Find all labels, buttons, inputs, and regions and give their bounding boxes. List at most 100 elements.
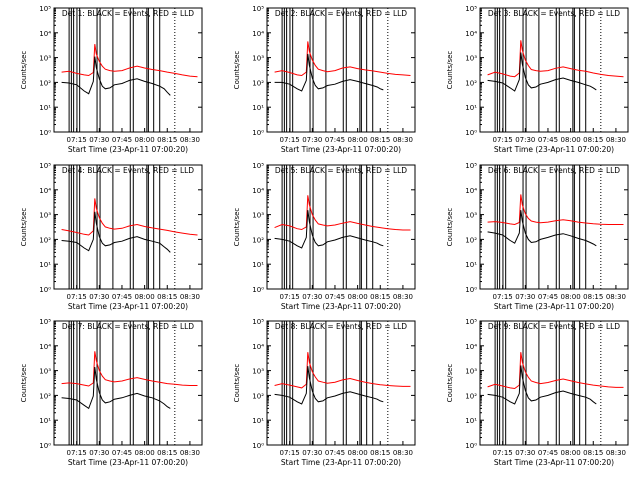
x-axis-label: Start Time (23-Apr-11 07:00:20)	[68, 458, 188, 467]
x-tick-label: 08:15	[583, 136, 603, 144]
y-tick-label: 10¹	[252, 417, 264, 425]
events-series-line	[61, 366, 171, 410]
panel-title: Det 9: BLACK = Events, RED = LLD	[488, 322, 620, 331]
y-tick-label: 10⁵	[39, 318, 51, 326]
y-tick-label: 10³	[39, 212, 51, 220]
x-axis-label: Start Time (23-Apr-11 07:00:20)	[281, 302, 401, 311]
x-tick-label: 07:15	[493, 449, 513, 457]
y-axis-label: Counts/sec	[446, 364, 454, 403]
x-axis-label: Start Time (23-Apr-11 07:00:20)	[68, 145, 188, 154]
plot-frame	[266, 7, 416, 133]
x-tick-label: 07:15	[493, 136, 513, 144]
y-tick-label: 10¹	[39, 261, 51, 269]
events-series-line	[274, 53, 384, 92]
y-tick-label: 10⁴	[39, 30, 51, 38]
x-axis-label: Start Time (23-Apr-11 07:00:20)	[494, 145, 614, 154]
y-tick-label: 10⁰	[465, 442, 477, 450]
y-tick-label: 10⁰	[252, 442, 264, 450]
lld-series-line	[274, 352, 411, 389]
y-tick-label: 10²	[465, 79, 477, 87]
x-tick-label: 08:30	[393, 136, 413, 144]
y-tick-label: 10⁰	[39, 286, 51, 294]
y-tick-label: 10⁵	[252, 162, 264, 170]
x-tick-label: 07:45	[325, 293, 345, 301]
y-tick-label: 10²	[252, 392, 264, 400]
y-tick-label: 10²	[39, 236, 51, 244]
events-series-line	[487, 210, 597, 247]
x-tick-label: 08:30	[393, 449, 413, 457]
y-tick-label: 10⁵	[465, 162, 477, 170]
lld-series-line	[274, 41, 411, 77]
panel-title: Det 2: BLACK = Events, RED = LLD	[275, 9, 407, 18]
x-tick-label: 08:30	[393, 293, 413, 301]
x-tick-label: 07:45	[325, 136, 345, 144]
events-series-line	[274, 210, 384, 249]
x-axis-label: Start Time (23-Apr-11 07:00:20)	[281, 145, 401, 154]
lld-series-line	[61, 198, 198, 236]
y-tick-label: 10⁵	[39, 162, 51, 170]
panel-title: Det 3: BLACK = Events, RED = LLD	[488, 9, 620, 18]
x-tick-label: 07:45	[112, 293, 132, 301]
x-tick-label: 07:30	[89, 449, 109, 457]
x-tick-label: 08:15	[370, 293, 390, 301]
x-axis-label: Start Time (23-Apr-11 07:00:20)	[494, 458, 614, 467]
y-tick-label: 10¹	[252, 104, 264, 112]
y-tick-label: 10³	[252, 368, 264, 376]
y-tick-label: 10⁰	[39, 129, 51, 137]
plot-frame	[479, 320, 629, 446]
x-tick-label: 08:00	[561, 449, 581, 457]
y-tick-label: 10³	[252, 55, 264, 63]
x-tick-label: 07:45	[538, 449, 558, 457]
x-axis-label: Start Time (23-Apr-11 07:00:20)	[68, 302, 188, 311]
y-tick-label: 10²	[465, 392, 477, 400]
y-tick-label: 10³	[465, 368, 477, 376]
x-axis-label: Start Time (23-Apr-11 07:00:20)	[494, 302, 614, 311]
x-tick-label: 07:45	[112, 449, 132, 457]
x-tick-label: 08:15	[157, 136, 177, 144]
x-tick-label: 07:15	[280, 136, 300, 144]
y-tick-label: 10⁴	[39, 187, 51, 195]
x-tick-label: 07:45	[538, 293, 558, 301]
y-tick-label: 10³	[252, 212, 264, 220]
y-tick-label: 10³	[39, 368, 51, 376]
y-tick-label: 10²	[252, 236, 264, 244]
x-tick-label: 08:00	[348, 136, 368, 144]
y-tick-label: 10¹	[465, 417, 477, 425]
y-tick-label: 10¹	[465, 104, 477, 112]
x-tick-label: 08:00	[135, 136, 155, 144]
x-tick-label: 07:15	[67, 136, 87, 144]
y-tick-label: 10⁰	[465, 129, 477, 137]
y-tick-label: 10⁰	[252, 129, 264, 137]
x-tick-label: 08:30	[180, 136, 200, 144]
y-tick-label: 10²	[39, 392, 51, 400]
lld-series-line	[487, 352, 624, 390]
x-tick-label: 08:15	[370, 136, 390, 144]
y-tick-label: 10³	[465, 55, 477, 63]
panel-title: Det 8: BLACK = Events, RED = LLD	[275, 322, 407, 331]
panel-title: Det 5: BLACK = Events, RED = LLD	[275, 166, 407, 175]
events-series-line	[274, 366, 384, 405]
x-tick-label: 07:30	[515, 449, 535, 457]
x-tick-label: 07:45	[538, 136, 558, 144]
plot-frame	[479, 7, 629, 133]
y-tick-label: 10⁰	[465, 286, 477, 294]
y-axis-label: Counts/sec	[233, 364, 241, 403]
panel-title: Det 6: BLACK = Events, RED = LLD	[488, 166, 620, 175]
x-tick-label: 07:45	[112, 136, 132, 144]
y-tick-label: 10²	[39, 79, 51, 87]
y-tick-label: 10⁵	[252, 318, 264, 326]
y-tick-label: 10⁰	[39, 442, 51, 450]
x-tick-label: 07:15	[67, 449, 87, 457]
events-series-line	[61, 211, 171, 253]
plot-frame	[53, 320, 203, 446]
x-tick-label: 07:15	[280, 449, 300, 457]
y-axis-label: Counts/sec	[446, 208, 454, 247]
events-series-line	[487, 365, 597, 405]
